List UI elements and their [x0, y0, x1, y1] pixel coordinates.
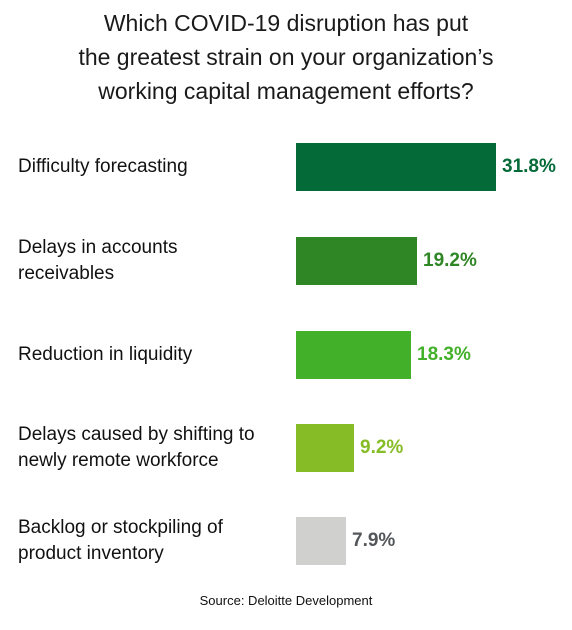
- category-label: Delays caused by shifting to newly remote…: [18, 422, 288, 474]
- bar: [296, 143, 496, 191]
- bar: [296, 517, 346, 565]
- chart-title: Which COVID-19 disruption has put the gr…: [0, 6, 572, 108]
- category-label: Delays in accounts receivables: [18, 235, 288, 287]
- category-label: Difficulty forecasting: [18, 154, 288, 180]
- category-label-line: Delays in accounts: [18, 237, 178, 258]
- value-label: 19.2%: [423, 250, 477, 271]
- value-label: 18.3%: [417, 344, 471, 365]
- category-label-line: product inventory: [18, 543, 164, 564]
- source-note: Source: Deloitte Development: [199, 593, 373, 608]
- value-label: 31.8%: [502, 156, 556, 177]
- category-label-line: Difficulty forecasting: [18, 156, 188, 177]
- category-label-line: newly remote workforce: [18, 450, 219, 471]
- chart-title-line: Which COVID-19 disruption has put: [103, 10, 469, 36]
- category-label-line: Reduction in liquidity: [18, 344, 193, 365]
- category-label-line: Backlog or stockpiling of: [18, 517, 223, 538]
- category-label-line: Delays caused by shifting to: [18, 424, 255, 445]
- category-label-line: receivables: [18, 263, 115, 284]
- category-label: Reduction in liquidity: [18, 342, 288, 368]
- bar: [296, 424, 354, 472]
- category-label: Backlog or stockpiling of product invento…: [18, 515, 288, 567]
- value-label: 9.2%: [360, 437, 404, 458]
- bar: [296, 237, 417, 285]
- bar: [296, 331, 411, 379]
- chart-title-line: working capital management efforts?: [98, 78, 474, 104]
- chart-title-line: the greatest strain on your organization…: [78, 44, 494, 70]
- value-label: 7.9%: [352, 530, 396, 551]
